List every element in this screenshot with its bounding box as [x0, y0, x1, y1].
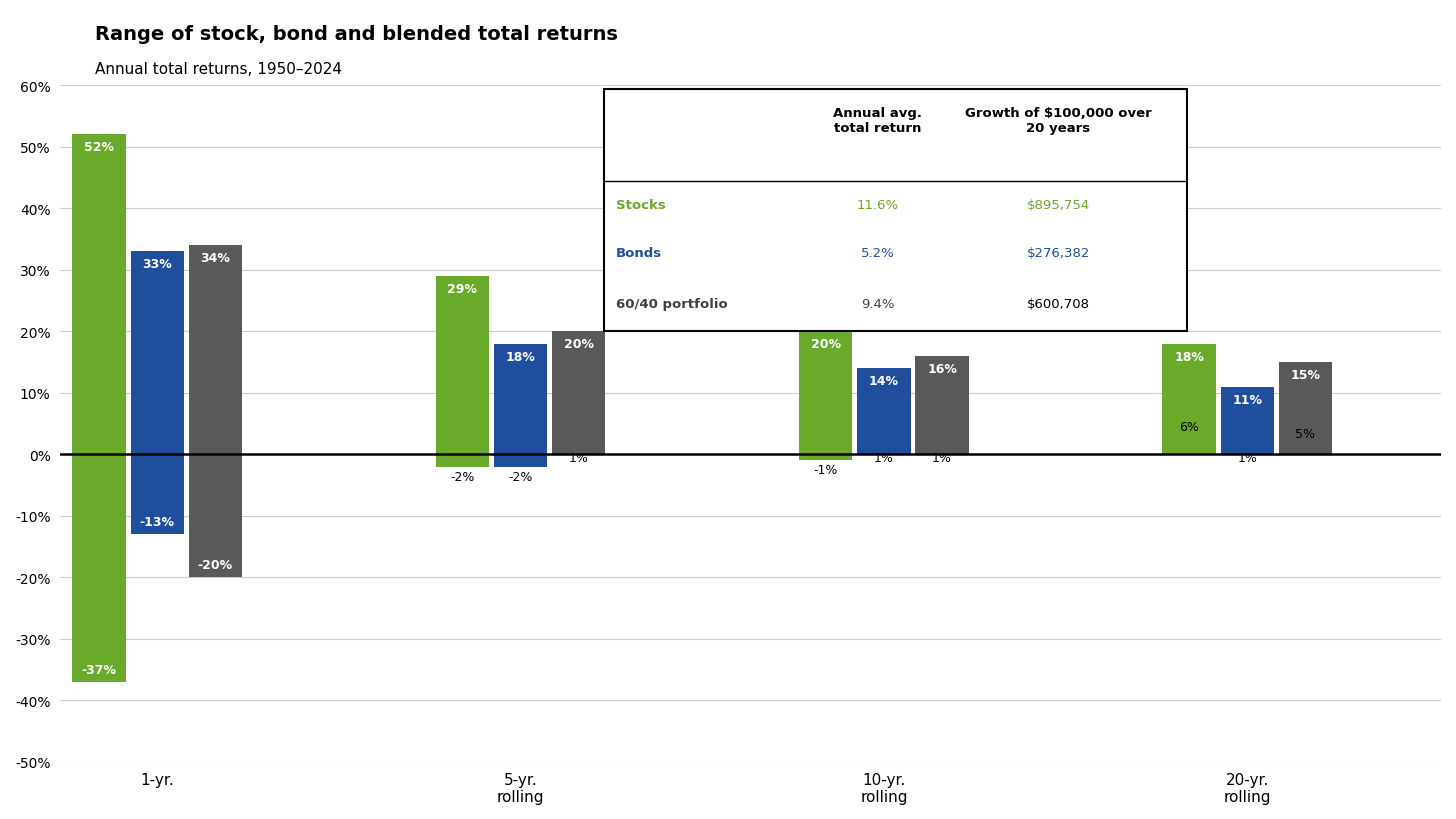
Bar	[916, 356, 968, 455]
FancyBboxPatch shape	[604, 90, 1187, 332]
Text: 52%: 52%	[84, 142, 114, 154]
Bar	[435, 277, 489, 467]
Bar	[494, 344, 547, 467]
Text: 11.6%: 11.6%	[858, 199, 898, 212]
Text: Annual avg.
total return: Annual avg. total return	[833, 107, 923, 135]
Text: 20%: 20%	[563, 338, 594, 351]
Text: 20%: 20%	[811, 338, 840, 351]
Bar	[552, 332, 606, 455]
Text: 29%: 29%	[447, 283, 478, 296]
Text: 1%: 1%	[1238, 451, 1257, 464]
Text: 18%: 18%	[1174, 351, 1204, 363]
Text: 9.4%: 9.4%	[860, 298, 895, 311]
Text: -13%: -13%	[140, 515, 175, 528]
Text: 18%: 18%	[505, 351, 536, 363]
Bar	[858, 369, 910, 455]
Text: 5%: 5%	[1296, 427, 1315, 440]
Text: 1%: 1%	[932, 451, 952, 464]
Bar	[1162, 344, 1216, 455]
Text: Bonds: Bonds	[616, 247, 662, 260]
Bar	[73, 135, 125, 682]
Text: 16%: 16%	[927, 363, 957, 375]
Text: 11%: 11%	[1232, 393, 1262, 406]
Text: Range of stock, bond and blended total returns: Range of stock, bond and blended total r…	[95, 25, 617, 43]
Text: -2%: -2%	[450, 470, 475, 483]
Text: 1%: 1%	[569, 451, 588, 464]
Text: 14%: 14%	[869, 375, 898, 387]
Text: 60/40 portfolio: 60/40 portfolio	[616, 298, 728, 311]
Text: 34%: 34%	[201, 252, 230, 265]
Bar	[1220, 387, 1274, 455]
Bar	[799, 332, 852, 461]
Bar	[131, 252, 183, 535]
Text: -20%: -20%	[198, 559, 233, 572]
Text: Annual total returns, 1950–2024: Annual total returns, 1950–2024	[95, 61, 342, 76]
Text: $276,382: $276,382	[1026, 247, 1091, 260]
Text: Stocks: Stocks	[616, 199, 665, 212]
Text: -2%: -2%	[508, 470, 533, 483]
Text: $600,708: $600,708	[1026, 298, 1091, 311]
Text: -37%: -37%	[82, 663, 116, 676]
Text: 5.2%: 5.2%	[860, 247, 895, 260]
Bar	[189, 246, 242, 577]
Text: $895,754: $895,754	[1026, 199, 1091, 212]
Text: Growth of $100,000 over
20 years: Growth of $100,000 over 20 years	[965, 107, 1152, 135]
Text: 33%: 33%	[143, 258, 172, 271]
Text: 15%: 15%	[1290, 369, 1321, 382]
Text: 1%: 1%	[874, 451, 894, 464]
Bar	[1278, 363, 1332, 455]
Text: -1%: -1%	[814, 464, 839, 477]
Text: 6%: 6%	[1179, 421, 1200, 434]
